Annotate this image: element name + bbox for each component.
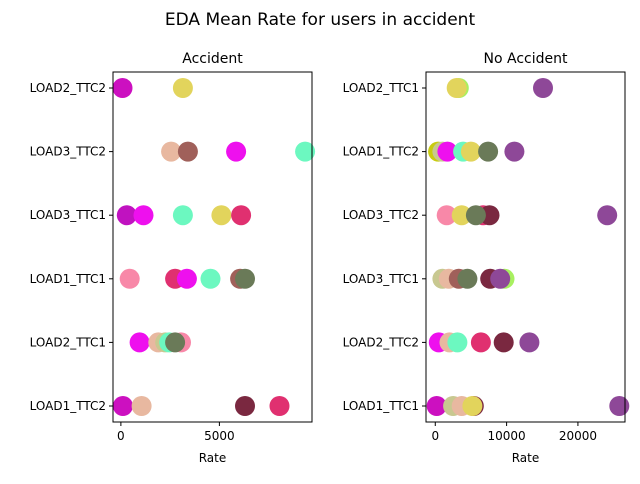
chart-no-accident: No Accident Rate LOAD1_TTC1 LOAD2_TTC2 LOA… (343, 51, 630, 465)
data-point-no-accident-load3-ttc1-19 (457, 268, 478, 289)
y-tick-label-accident-load3-ttc1: LOAD3_TTC1 (30, 208, 106, 222)
x-tick-label-no-accident-2: 20000 (559, 429, 597, 443)
data-point-accident-load2-ttc1-17 (129, 332, 150, 353)
y-tick-label-accident-load1-ttc2: LOAD1_TTC2 (30, 399, 106, 413)
data-point-no-accident-load2-ttc1-2 (533, 78, 553, 98)
data-point-accident-load3-ttc1-8 (172, 205, 193, 226)
x-tick-label-accident-1: 5000 (204, 429, 235, 443)
data-point-accident-load2-ttc2-0 (112, 78, 133, 98)
data-point-accident-load3-ttc1-10 (231, 205, 252, 226)
x-tick-label-accident-0: 0 (117, 429, 125, 443)
y-tick-label-no-accident-load2-ttc1: LOAD2_TTC1 (343, 81, 419, 95)
chart-title-no-accident: No Accident (484, 51, 568, 67)
data-point-no-accident-load1-ttc1-34 (609, 396, 630, 416)
x-tick-label-no-accident-1: 10000 (488, 429, 526, 443)
data-point-no-accident-load1-ttc2-5 (437, 141, 458, 162)
data-point-no-accident-load2-ttc1-1 (446, 78, 467, 98)
data-point-accident-load1-ttc2-25 (235, 396, 255, 416)
data-point-accident-load1-ttc1-16 (235, 268, 255, 289)
plot-frame-accident (112, 71, 313, 423)
y-tick-label-accident-load2-ttc2: LOAD2_TTC2 (30, 81, 106, 95)
y-tick-label-no-accident-load3-ttc2: LOAD3_TTC2 (343, 208, 419, 222)
data-point-no-accident-load2-ttc2-27 (493, 332, 514, 353)
y-tick-label-accident-load1-ttc1: LOAD1_TTC1 (30, 272, 106, 286)
data-point-accident-load3-ttc1-7 (133, 205, 154, 226)
data-point-no-accident-load3-ttc1-22 (490, 268, 511, 289)
data-point-no-accident-load2-ttc2-28 (519, 332, 540, 353)
chart-title-accident: Accident (182, 51, 243, 67)
data-point-no-accident-load1-ttc2-9 (504, 141, 525, 162)
data-point-no-accident-load3-ttc2-15 (597, 205, 618, 226)
data-point-accident-load1-ttc1-14 (200, 268, 221, 289)
y-tick-label-no-accident-load1-ttc2: LOAD1_TTC2 (343, 145, 419, 159)
data-point-accident-load3-ttc2-3 (177, 141, 198, 162)
y-tick-label-accident-load3-ttc2: LOAD3_TTC2 (30, 145, 106, 159)
data-point-accident-load3-ttc1-9 (211, 205, 232, 226)
data-point-no-accident-load1-ttc1-33 (462, 396, 483, 416)
data-point-no-accident-load3-ttc2-10 (436, 205, 457, 226)
data-point-no-accident-load2-ttc2-26 (470, 332, 491, 353)
data-point-no-accident-load1-ttc2-8 (478, 141, 499, 162)
data-point-accident-load1-ttc2-23 (112, 396, 133, 416)
data-point-no-accident-load3-ttc2-11 (451, 205, 472, 226)
data-point-accident-load2-ttc1-22 (165, 332, 186, 353)
y-tick-label-no-accident-load1-ttc1: LOAD1_TTC1 (343, 399, 419, 413)
data-point-accident-load3-ttc1-6 (116, 205, 137, 226)
y-tick-label-no-accident-load2-ttc2: LOAD2_TTC2 (343, 335, 419, 349)
chart-accident: Accident Rate LOAD1_TTC2 LOAD2_TTC1 LOAD1_… (30, 51, 316, 465)
x-axis-label-no-accident: Rate (512, 451, 540, 465)
data-point-accident-load1-ttc1-13 (176, 268, 197, 289)
x-tick-label-no-accident-0: 0 (431, 429, 439, 443)
data-point-no-accident-load1-ttc2-7 (460, 141, 481, 162)
data-point-accident-load1-ttc1-11 (119, 268, 140, 289)
data-point-accident-load2-ttc2-1 (172, 78, 193, 98)
y-tick-label-no-accident-load3-ttc1: LOAD3_TTC1 (343, 272, 419, 286)
plot-frame-no-accident (425, 71, 626, 423)
data-point-no-accident-load3-ttc2-14 (465, 205, 486, 226)
y-tick-label-accident-load2-ttc1: LOAD2_TTC1 (30, 335, 106, 349)
data-point-no-accident-load1-ttc1-29 (426, 396, 447, 416)
data-point-accident-load1-ttc2-24 (131, 396, 152, 416)
data-point-accident-load3-ttc2-5 (295, 141, 316, 162)
figure-title: EDA Mean Rate for users in accident (165, 10, 476, 30)
data-point-accident-load3-ttc2-2 (161, 141, 182, 162)
data-point-accident-load1-ttc2-26 (269, 396, 290, 416)
x-axis-label-accident: Rate (199, 451, 227, 465)
data-point-accident-load3-ttc2-4 (226, 141, 247, 162)
data-point-no-accident-load2-ttc2-25 (447, 332, 468, 353)
